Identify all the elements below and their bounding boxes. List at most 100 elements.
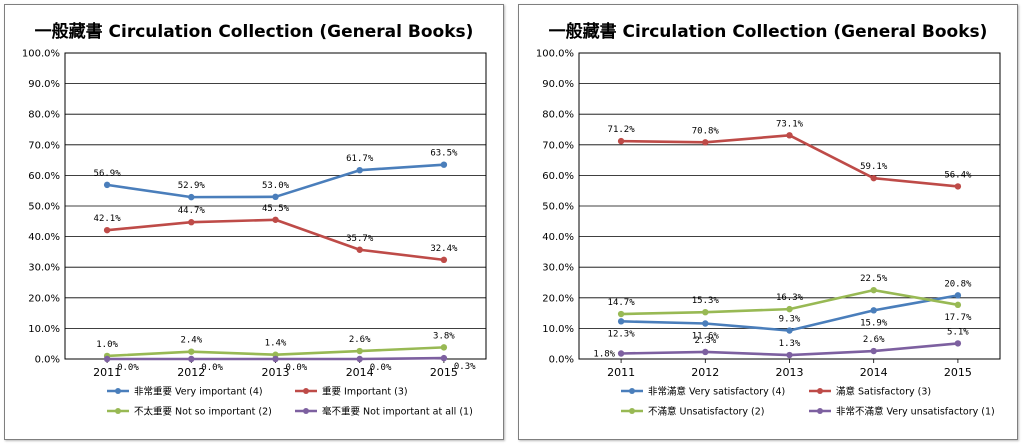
data-point <box>188 219 195 226</box>
chart-panel-importance: 一般藏書 Circulation Collection (General Boo… <box>4 4 504 440</box>
legend-marker <box>629 388 635 394</box>
legend-label: 非常滿意 Very satisfactory (4) <box>648 386 785 398</box>
data-label: 22.5% <box>860 274 888 284</box>
legend-marker <box>629 408 635 414</box>
data-point <box>786 327 793 334</box>
data-point <box>188 193 195 201</box>
y-tick-label: 80.0% <box>28 110 60 121</box>
data-point <box>617 310 625 318</box>
legend-marker <box>115 408 121 414</box>
data-label: 73.1% <box>776 119 804 129</box>
x-tick-label: 2014 <box>346 366 374 379</box>
line-chart-importance: 0.0% 10.0% 20.0% 30.0% 40.0% 50.0% 60.0% 70.0% 8… <box>22 49 487 418</box>
data-point <box>786 305 793 313</box>
data-point <box>617 318 625 325</box>
data-label: 63.5% <box>430 149 458 159</box>
data-point <box>954 340 962 347</box>
data-point <box>440 354 448 362</box>
data-label: 15.3% <box>692 296 720 306</box>
legend-marker <box>817 408 823 414</box>
data-label: 0.0% <box>201 363 223 373</box>
legend-label: 不太重要 Not so important (2) <box>134 406 272 418</box>
data-label: 12.3% <box>608 329 636 339</box>
data-label: 45.5% <box>262 204 290 214</box>
legend-marker <box>817 388 823 394</box>
y-tick-label: 40.0% <box>542 232 574 243</box>
legend-label: 非常不滿意 Very unsatisfactory (1) <box>836 406 995 418</box>
data-point <box>702 320 709 327</box>
data-point <box>356 355 363 363</box>
y-tick-label: 0.0% <box>549 355 574 366</box>
legend-marker <box>115 388 121 394</box>
y-tick-label: 60.0% <box>542 171 574 182</box>
chart-title: 一般藏書 Circulation Collection (General Boo… <box>548 22 988 42</box>
y-tick-label: 100.0% <box>22 49 60 60</box>
data-point <box>954 292 962 299</box>
chart-title: 一般藏書 Circulation Collection (General Boo… <box>34 22 474 42</box>
legend-marker <box>303 408 309 414</box>
data-label: 11.6% <box>692 332 720 342</box>
data-label: 61.7% <box>346 154 374 164</box>
data-label: 53.0% <box>262 181 290 191</box>
y-tick-label: 10.0% <box>28 324 60 335</box>
x-tick-label: 2015 <box>944 366 972 379</box>
y-tick-label: 100.0% <box>536 49 574 60</box>
data-point <box>954 301 962 309</box>
legend-label: 重要 Important (3) <box>322 386 408 398</box>
data-label: 0.0% <box>117 363 139 373</box>
data-label: 9.3% <box>779 315 801 325</box>
data-point <box>440 256 448 264</box>
data-point <box>103 181 111 189</box>
line-chart-satisfaction: 0.0% 10.0% 20.0% 30.0% 40.0% 50.0% 60.0% 70.0% 8… <box>536 49 1001 418</box>
data-label: 2.3% <box>694 336 716 346</box>
data-point <box>617 350 625 357</box>
y-tick-label: 40.0% <box>28 232 60 243</box>
y-tick-label: 70.0% <box>542 140 574 151</box>
data-label: 2.4% <box>180 336 202 346</box>
data-point <box>272 193 279 201</box>
data-label: 56.9% <box>94 169 122 179</box>
data-label: 1.3% <box>779 339 801 349</box>
x-tick-label: 2012 <box>177 366 205 379</box>
data-point <box>103 226 111 234</box>
y-tick-label: 50.0% <box>542 202 574 213</box>
data-point <box>786 351 793 359</box>
data-point <box>617 137 625 145</box>
data-point <box>870 174 877 182</box>
data-point <box>188 355 195 363</box>
data-label: 1.4% <box>265 339 287 349</box>
data-label: 52.9% <box>178 181 206 191</box>
data-label: 1.0% <box>96 340 118 350</box>
x-tick-label: 2014 <box>860 366 888 379</box>
data-label: 5.1% <box>947 327 969 337</box>
data-point <box>440 161 448 168</box>
y-tick-label: 60.0% <box>28 171 60 182</box>
y-tick-label: 80.0% <box>542 110 574 121</box>
data-point <box>954 183 962 190</box>
data-point <box>272 355 279 363</box>
legend-label: 非常重要 Very important (4) <box>134 386 263 398</box>
x-tick-label: 2013 <box>776 366 804 379</box>
data-point <box>188 348 195 355</box>
data-point <box>440 344 448 351</box>
data-label: 20.8% <box>944 279 972 289</box>
series-line <box>106 218 445 262</box>
x-tick-label: 2015 <box>430 366 458 379</box>
x-tick-label: 2011 <box>607 366 635 379</box>
data-point <box>103 355 111 363</box>
data-point <box>786 132 793 139</box>
data-point <box>870 286 877 294</box>
data-point <box>702 308 709 316</box>
y-tick-label: 10.0% <box>542 324 574 335</box>
y-tick-label: 90.0% <box>542 79 574 90</box>
data-label: 59.1% <box>860 162 888 172</box>
data-label: 16.3% <box>776 293 804 303</box>
data-point <box>870 347 877 355</box>
data-label: 0.3% <box>454 362 476 372</box>
data-label: 3.8% <box>433 331 455 341</box>
legend-label: 滿意 Satisfactory (3) <box>836 386 931 398</box>
y-tick-label: 0.0% <box>35 355 60 366</box>
y-tick-label: 50.0% <box>28 202 60 213</box>
legend-label: 不滿意 Unsatisfactory (2) <box>648 406 765 418</box>
y-tick-label: 30.0% <box>542 263 574 274</box>
